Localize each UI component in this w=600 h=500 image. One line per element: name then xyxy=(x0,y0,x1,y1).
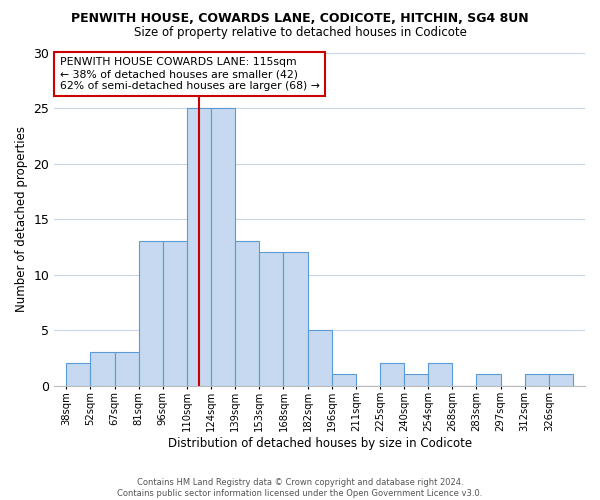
Bar xyxy=(428,364,452,386)
Bar xyxy=(332,374,356,386)
Bar xyxy=(308,330,332,386)
Bar xyxy=(476,374,500,386)
Bar xyxy=(67,364,91,386)
Bar xyxy=(404,374,428,386)
Bar xyxy=(235,241,259,386)
Y-axis label: Number of detached properties: Number of detached properties xyxy=(15,126,28,312)
X-axis label: Distribution of detached houses by size in Codicote: Distribution of detached houses by size … xyxy=(167,437,472,450)
Bar xyxy=(259,252,283,386)
Bar xyxy=(139,241,163,386)
Text: PENWITH HOUSE COWARDS LANE: 115sqm
← 38% of detached houses are smaller (42)
62%: PENWITH HOUSE COWARDS LANE: 115sqm ← 38%… xyxy=(59,58,319,90)
Text: Contains HM Land Registry data © Crown copyright and database right 2024.
Contai: Contains HM Land Registry data © Crown c… xyxy=(118,478,482,498)
Bar xyxy=(163,241,187,386)
Bar xyxy=(283,252,308,386)
Bar xyxy=(115,352,139,386)
Bar xyxy=(91,352,115,386)
Bar xyxy=(211,108,235,386)
Text: PENWITH HOUSE, COWARDS LANE, CODICOTE, HITCHIN, SG4 8UN: PENWITH HOUSE, COWARDS LANE, CODICOTE, H… xyxy=(71,12,529,26)
Bar xyxy=(524,374,549,386)
Bar xyxy=(380,364,404,386)
Bar xyxy=(187,108,211,386)
Text: Size of property relative to detached houses in Codicote: Size of property relative to detached ho… xyxy=(134,26,466,39)
Bar xyxy=(549,374,573,386)
